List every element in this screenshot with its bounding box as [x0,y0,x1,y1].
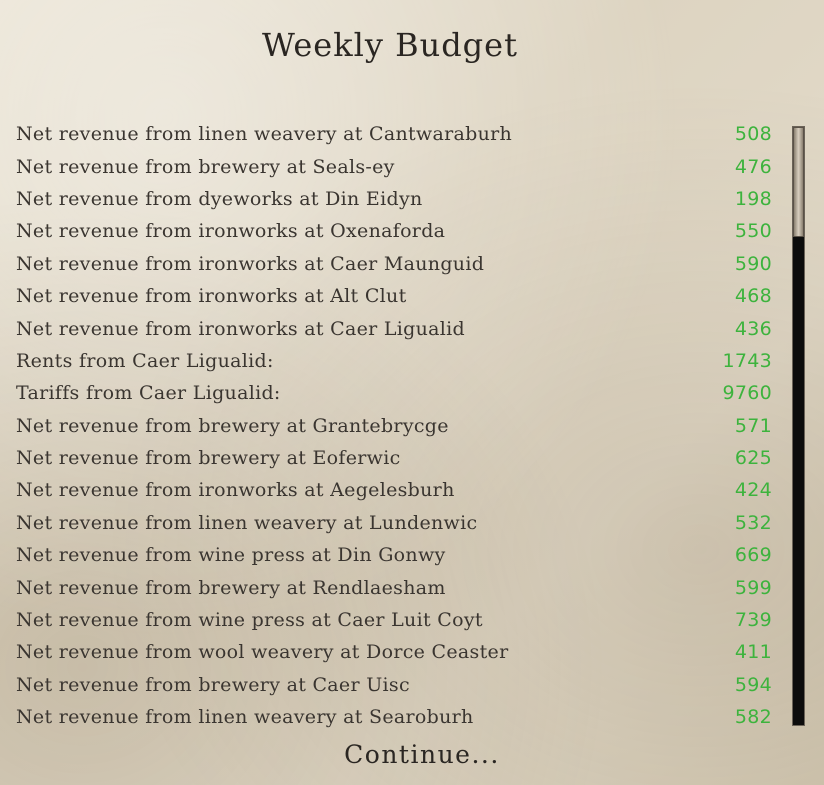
list-item: Net revenue from dyeworks at Din Eidyn 19… [16,183,772,215]
list-item: Net revenue from linen weavery at Cantwa… [16,118,772,150]
row-amount: 550 [734,220,772,243]
page-title: Weekly Budget [262,26,518,64]
list-item: Net revenue from ironworks at Aegelesbur… [16,474,772,506]
row-amount: 476 [734,155,772,178]
row-label: Net revenue from ironworks at Caer Maung… [16,252,485,275]
row-amount: 468 [734,285,772,308]
list-item: Net revenue from linen weavery at Searob… [16,701,772,733]
row-amount: 599 [734,576,772,599]
row-amount: 669 [734,544,772,567]
row-label: Net revenue from ironworks at Alt Clut [16,285,407,308]
scrollbar[interactable] [792,126,805,726]
row-label: Net revenue from wine press at Caer Luit… [16,609,483,632]
budget-list: Net revenue from linen weavery at Cantwa… [16,118,772,733]
list-item: Net revenue from linen weavery at Lunden… [16,507,772,539]
list-item: Net revenue from ironworks at Caer Maung… [16,248,772,280]
list-item: Net revenue from wool weavery at Dorce C… [16,636,772,668]
row-amount: 9760 [722,382,772,405]
row-label: Net revenue from linen weavery at Searob… [16,706,474,729]
row-label: Net revenue from ironworks at Oxenaforda [16,220,446,243]
row-amount: 594 [734,673,772,696]
row-label: Net revenue from brewery at Grantebrycge [16,414,449,437]
list-item: Net revenue from ironworks at Alt Clut 46… [16,280,772,312]
row-amount: 198 [734,187,772,210]
row-amount: 582 [734,706,772,729]
row-amount: 1743 [722,349,772,372]
row-label: Net revenue from brewery at Eoferwic [16,447,401,470]
list-item: Net revenue from wine press at Caer Luit… [16,604,772,636]
row-label: Rents from Caer Ligualid: [16,349,274,372]
row-label: Net revenue from brewery at Caer Uisc [16,673,410,696]
row-amount: 571 [734,414,772,437]
list-item: Net revenue from ironworks at Caer Ligua… [16,312,772,344]
row-label: Net revenue from wool weavery at Dorce C… [16,641,509,664]
row-amount: 436 [734,317,772,340]
list-item: Tariffs from Caer Ligualid: 9760 [16,377,772,409]
row-amount: 590 [734,252,772,275]
row-amount: 508 [734,123,772,146]
list-item: Net revenue from brewery at Caer Uisc 594 [16,669,772,701]
row-label: Net revenue from ironworks at Caer Ligua… [16,317,466,340]
list-item: Net revenue from ironworks at Oxenaforda… [16,215,772,247]
row-label: Net revenue from linen weavery at Lunden… [16,511,478,534]
row-amount: 532 [734,511,772,534]
list-item: Net revenue from brewery at Seals-ey 476 [16,150,772,182]
list-item: Net revenue from brewery at Eoferwic 625 [16,442,772,474]
row-label: Net revenue from wine press at Din Gonwy [16,544,446,567]
continue-button[interactable]: Continue... [344,740,500,769]
list-item: Net revenue from brewery at Rendlaesham 5… [16,571,772,603]
row-label: Net revenue from brewery at Rendlaesham [16,576,446,599]
row-amount: 424 [734,479,772,502]
row-label: Net revenue from dyeworks at Din Eidyn [16,187,423,210]
row-amount: 739 [734,609,772,632]
list-item: Rents from Caer Ligualid: 1743 [16,345,772,377]
row-label: Net revenue from ironworks at Aegelesbur… [16,479,455,502]
scrollbar-thumb[interactable] [793,127,804,237]
row-amount: 625 [734,447,772,470]
row-label: Tariffs from Caer Ligualid: [16,382,281,405]
row-label: Net revenue from linen weavery at Cantwa… [16,123,513,146]
row-label: Net revenue from brewery at Seals-ey [16,155,395,178]
list-item: Net revenue from wine press at Din Gonwy… [16,539,772,571]
row-amount: 411 [734,641,772,664]
list-item: Net revenue from brewery at Grantebrycge… [16,410,772,442]
